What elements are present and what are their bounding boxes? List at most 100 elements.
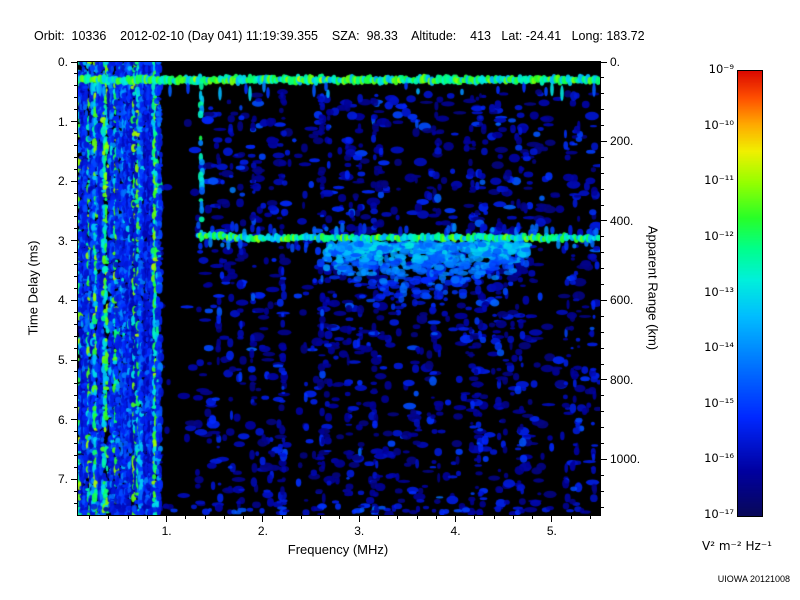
right-axis-minor-tick [601,204,604,206]
y-axis-tick-label: 2. [57,174,68,189]
right-axis-minor-tick [601,427,604,429]
y-axis-minor-tick [74,228,77,230]
colorbar-tick-label: 10⁻¹⁶ [704,451,734,466]
right-axis-minor-tick [601,442,604,444]
observation-header: Orbit: 10336 2012-02-10 (Day 041) 11:19:… [34,29,645,43]
y-axis-tick-label: 4. [57,293,68,308]
x-axis-minor-tick [532,516,534,519]
right-axis-tick [601,61,607,63]
x-axis-minor-tick [320,516,322,519]
y-axis-minor-tick [74,156,77,158]
y-axis-tick-label: 0. [57,55,68,69]
y-axis-minor-tick [74,109,77,111]
x-axis-minor-tick [185,516,187,519]
x-axis-minor-tick [89,516,91,519]
y-axis-minor-tick [74,371,77,373]
x-axis-minor-tick [281,516,283,519]
x-axis-minor-tick [108,516,110,519]
x-axis-tick-label: 4. [450,524,461,538]
x-axis-minor-tick [223,516,225,519]
right-axis-minor-tick [601,77,604,79]
colorbar-tick-label: 10⁻¹⁵ [704,395,734,410]
spectrogram-canvas [78,62,600,515]
x-axis-tick-label: 3. [354,524,365,538]
x-axis-tick [262,516,264,522]
x-axis-minor-tick [570,516,572,519]
colorbar-units-label: V² m⁻² Hz⁻¹ [702,539,772,553]
y-axis-minor-tick [74,323,77,325]
y-axis-minor-tick [74,144,77,146]
y-axis-minor-tick [74,264,77,266]
frequency-axis-title: Frequency (MHz) [287,542,389,557]
x-axis-minor-tick [127,516,129,519]
right-axis-minor-tick [601,315,604,317]
x-axis-minor-tick [243,516,245,519]
y-axis-tick [71,419,77,421]
right-axis-tick-label: 200. [610,134,634,149]
y-axis-tick [71,61,77,63]
right-axis-minor-tick [601,347,604,349]
y-axis-minor-tick [74,407,77,409]
colorbar-tick-label: 10⁻¹⁷ [704,507,734,521]
right-axis-tick-label: 400. [610,213,634,228]
time-delay-axis-title: Time Delay (ms) [25,240,41,336]
right-axis-minor-tick [601,156,604,158]
x-axis-minor-tick [474,516,476,519]
right-axis-minor-tick [601,474,604,476]
right-axis-minor-tick [601,490,604,492]
x-axis-tick-label: 1. [161,524,172,538]
right-axis-minor-tick [601,93,604,95]
y-axis-tick-label: 1. [57,114,68,129]
x-axis-minor-tick [435,516,437,519]
apparent-range-axis-title: Apparent Range (km) [645,225,661,351]
x-axis-tick [166,516,168,522]
y-axis-minor-tick [74,431,77,433]
right-axis-tick [601,379,607,381]
right-axis-tick [601,299,607,301]
y-axis-tick-label: 6. [57,412,68,427]
y-axis-tick-label: 3. [57,233,68,248]
y-axis-minor-tick [74,383,77,385]
right-axis-tick [601,220,607,222]
y-axis-minor-tick [74,347,77,349]
y-axis-minor-tick [74,502,77,504]
x-axis-minor-tick [204,516,206,519]
x-axis-minor-tick [397,516,399,519]
y-axis-minor-tick [74,490,77,492]
y-axis-minor-tick [74,97,77,99]
x-axis-minor-tick [589,516,591,519]
y-axis-minor-tick [74,311,77,313]
y-axis-tick [71,478,77,480]
y-axis-minor-tick [74,73,77,75]
y-axis-minor-tick [74,335,77,337]
right-axis-minor-tick [601,172,604,174]
right-axis-minor-tick [601,363,604,365]
right-axis-minor-tick [601,109,604,111]
y-axis-minor-tick [74,192,77,194]
colorbar-tick-label: 10⁻¹² [704,228,734,243]
right-axis-minor-tick [601,331,604,333]
colorbar-tick-label: 10⁻¹⁴ [704,340,734,355]
plot-frame [77,61,601,516]
x-axis-tick [455,516,457,522]
x-axis-minor-tick [377,516,379,519]
y-axis-tick [71,299,77,301]
y-axis-tick-label: 5. [57,353,68,368]
x-axis-minor-tick [493,516,495,519]
credit-label: UIOWA 20121008 [717,574,790,584]
x-axis-minor-tick [512,516,514,519]
right-axis-minor-tick [601,395,604,397]
y-axis-minor-tick [74,252,77,254]
x-axis-minor-tick [300,516,302,519]
y-axis-minor-tick [74,454,77,456]
y-axis-minor-tick [74,85,77,87]
right-axis-minor-tick [601,284,604,286]
y-axis-tick [71,180,77,182]
y-axis-minor-tick [74,204,77,206]
y-axis-minor-tick [74,168,77,170]
right-axis-minor-tick [601,506,604,508]
x-axis-minor-tick [416,516,418,519]
y-axis-minor-tick [74,466,77,468]
y-axis-tick-label: 7. [57,472,68,487]
colorbar-tick-label: 10⁻¹¹ [704,173,734,188]
